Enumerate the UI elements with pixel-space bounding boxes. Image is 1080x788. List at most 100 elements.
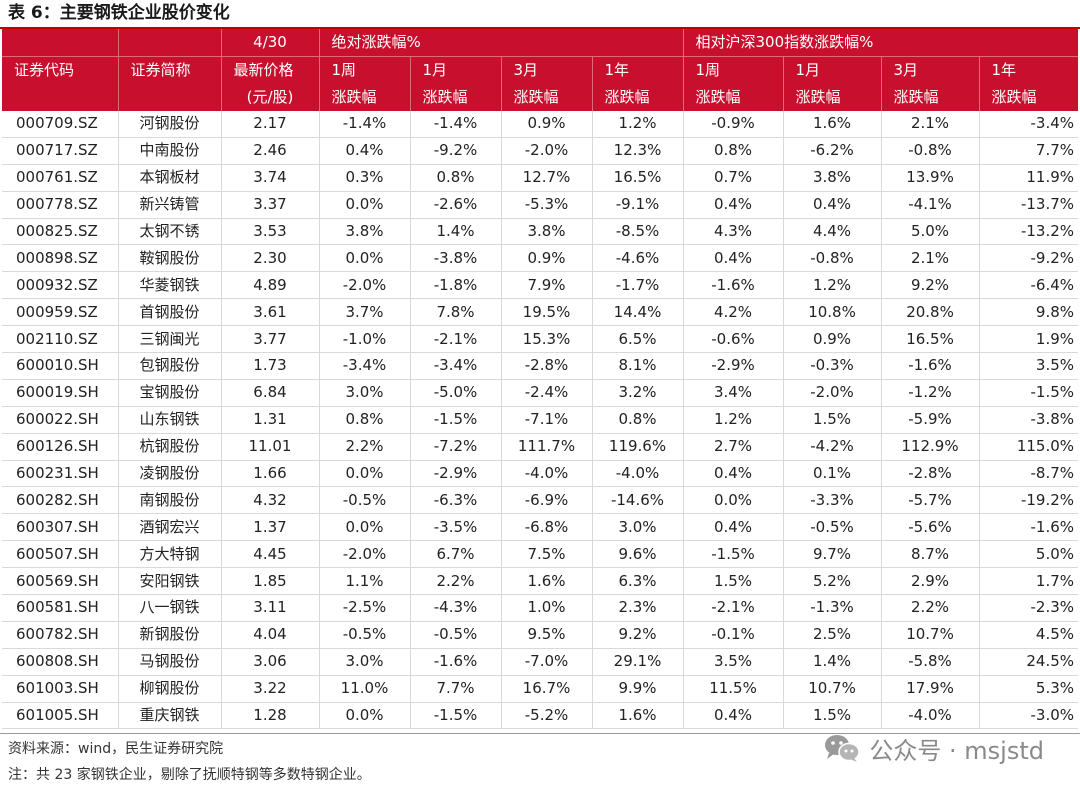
cell-rel-1m: 0.1% <box>783 460 882 488</box>
cell-rel-1w: 0.7% <box>683 164 784 192</box>
cell-abs-3m: -6.9% <box>501 486 593 515</box>
header-blank-code-2 <box>2 84 119 111</box>
cell-rel-1y: 9.8% <box>979 298 1079 327</box>
cell-abs-3m: 0.9% <box>501 111 593 138</box>
cell-rel-1w: 1.5% <box>683 567 784 596</box>
cell-code: 601003.SH <box>2 675 119 703</box>
cell-name: 马钢股份 <box>118 648 222 676</box>
cell-abs-1w: 0.0% <box>319 191 411 219</box>
cell-abs-3m: 7.5% <box>501 540 593 569</box>
cell-name: 南钢股份 <box>118 486 222 515</box>
cell-name: 柳钢股份 <box>118 675 222 703</box>
cell-rel-1w: 0.0% <box>683 486 784 515</box>
header-change-label: 涨跌幅 <box>319 84 411 111</box>
cell-abs-1m: -1.5% <box>410 702 502 730</box>
cell-abs-1y: 119.6% <box>592 433 684 461</box>
cell-code: 600126.SH <box>2 433 119 461</box>
cell-abs-1m: -2.9% <box>410 460 502 488</box>
cell-abs-1m: 0.8% <box>410 164 502 192</box>
cell-abs-1m: -3.8% <box>410 244 502 273</box>
cell-rel-1w: -2.9% <box>683 352 784 380</box>
cell-rel-3m: 112.9% <box>881 433 980 461</box>
cell-abs-1m: -2.6% <box>410 191 502 219</box>
cell-abs-3m: -2.0% <box>501 137 593 165</box>
cell-rel-1m: 1.5% <box>783 702 882 730</box>
table-body: 000709.SZ 河钢股份 2.17 -1.4% -1.4% 0.9% 1.2% -0.9%… <box>2 111 1079 730</box>
cell-name: 八一钢铁 <box>118 594 222 622</box>
cell-rel-3m: 16.5% <box>881 325 980 354</box>
cell-rel-1m: -0.8% <box>783 244 882 273</box>
table-row: 600010.SH 包钢股份 1.73 -3.4% -3.4% -2.8% 8.1% -2.9… <box>2 352 1079 380</box>
cell-name: 太钢不锈 <box>118 218 222 246</box>
header-change-label: 涨跌幅 <box>592 84 684 111</box>
cell-abs-1y: 16.5% <box>592 164 684 192</box>
cell-abs-1m: -0.5% <box>410 621 502 649</box>
cell-rel-1m: 9.7% <box>783 540 882 569</box>
header-blank-name-2 <box>118 84 222 111</box>
cell-code: 000709.SZ <box>2 111 119 138</box>
table-title: 表 6：主要钢铁企业股价变化 <box>8 3 230 23</box>
cell-code: 600231.SH <box>2 460 119 488</box>
cell-abs-3m: 16.7% <box>501 675 593 703</box>
cell-rel-1m: -1.3% <box>783 594 882 622</box>
cell-rel-3m: 5.0% <box>881 218 980 246</box>
cell-code: 000761.SZ <box>2 164 119 192</box>
cell-price: 4.04 <box>221 621 320 649</box>
cell-price: 2.46 <box>221 137 320 165</box>
cell-code: 600022.SH <box>2 406 119 434</box>
source-note: 资料来源：wind，民生证券研究院 <box>8 741 224 757</box>
header-abs-3m: 3月 <box>501 56 593 84</box>
cell-abs-1w: 3.8% <box>319 218 411 246</box>
cell-rel-1w: 0.4% <box>683 191 784 219</box>
cell-price: 1.66 <box>221 460 320 488</box>
cell-abs-1y: 3.2% <box>592 379 684 407</box>
cell-price: 3.74 <box>221 164 320 192</box>
cell-rel-3m: -1.2% <box>881 379 980 407</box>
cell-rel-3m: -5.9% <box>881 406 980 434</box>
cell-abs-1y: 6.3% <box>592 567 684 596</box>
table-row: 600569.SH 安阳钢铁 1.85 1.1% 2.2% 1.6% 6.3% 1.5% 5.2… <box>2 567 1079 596</box>
cell-abs-1y: 0.8% <box>592 406 684 434</box>
cell-name: 重庆钢铁 <box>118 702 222 730</box>
cell-abs-1m: -1.5% <box>410 406 502 434</box>
header-change-label: 涨跌幅 <box>501 84 593 111</box>
cell-rel-3m: 9.2% <box>881 271 980 300</box>
cell-price: 3.37 <box>221 191 320 219</box>
cell-rel-1m: 4.4% <box>783 218 882 246</box>
cell-code: 000898.SZ <box>2 244 119 273</box>
cell-code: 600019.SH <box>2 379 119 407</box>
cell-rel-1w: -0.9% <box>683 111 784 138</box>
header-rel-3m: 3月 <box>881 56 980 84</box>
cell-name: 新钢股份 <box>118 621 222 649</box>
table-row: 600307.SH 酒钢宏兴 1.37 0.0% -3.5% -6.8% 3.0% 0.4% -… <box>2 513 1079 542</box>
cell-abs-1m: 6.7% <box>410 540 502 569</box>
cell-rel-1m: -0.3% <box>783 352 882 380</box>
cell-abs-3m: -4.0% <box>501 460 593 488</box>
cell-rel-3m: 17.9% <box>881 675 980 703</box>
cell-abs-1m: -3.4% <box>410 352 502 380</box>
cell-code: 000778.SZ <box>2 191 119 219</box>
cell-abs-3m: 9.5% <box>501 621 593 649</box>
header-relative-change-group: 相对沪深300指数涨跌幅% <box>683 29 1079 57</box>
cell-code: 601005.SH <box>2 702 119 730</box>
cell-abs-1w: 0.8% <box>319 406 411 434</box>
header-rel-1w: 1周 <box>683 56 784 84</box>
header-price: 最新价格 <box>221 56 320 84</box>
table-row: 000932.SZ 华菱钢铁 4.89 -2.0% -1.8% 7.9% -1.7% -1.6… <box>2 271 1079 300</box>
cell-code: 000932.SZ <box>2 271 119 300</box>
cell-code: 600507.SH <box>2 540 119 569</box>
cell-rel-1m: 5.2% <box>783 567 882 596</box>
cell-abs-1y: -9.1% <box>592 191 684 219</box>
cell-rel-1y: -13.2% <box>979 218 1079 246</box>
cell-abs-3m: 111.7% <box>501 433 593 461</box>
cell-name: 鞍钢股份 <box>118 244 222 273</box>
cell-name: 三钢闽光 <box>118 325 222 354</box>
cell-abs-1m: -3.5% <box>410 513 502 542</box>
cell-abs-1m: -1.6% <box>410 648 502 676</box>
table-row: 600808.SH 马钢股份 3.06 3.0% -1.6% -7.0% 29.1% 3.5%… <box>2 648 1079 676</box>
cell-name: 华菱钢铁 <box>118 271 222 300</box>
cell-abs-1y: -4.0% <box>592 460 684 488</box>
cell-rel-3m: -5.8% <box>881 648 980 676</box>
cell-rel-3m: 2.1% <box>881 244 980 273</box>
cell-rel-1w: 11.5% <box>683 675 784 703</box>
